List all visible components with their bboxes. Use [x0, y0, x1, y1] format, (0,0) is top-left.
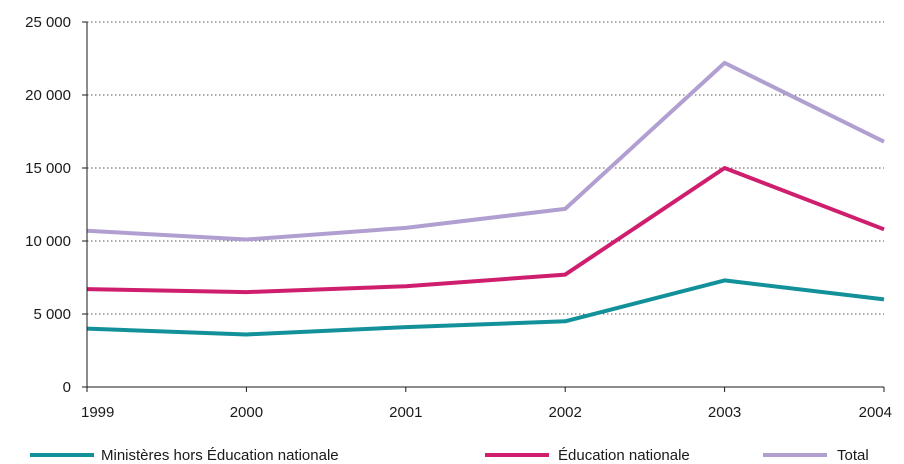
legend-label: Ministères hors Éducation nationale — [101, 447, 339, 464]
y-axis-ticks: 0 5 000 10 000 15 000 20 000 25 000 — [25, 14, 87, 396]
x-tick-label: 2004 — [859, 404, 892, 421]
legend: Ministères hors Éducation nationale Éduca… — [30, 447, 869, 464]
x-tick-label: 2003 — [708, 404, 741, 421]
y-tick-label: 10 000 — [25, 233, 71, 250]
series-lines — [86, 60, 885, 337]
y-tick-label: 25 000 — [25, 14, 71, 31]
gridlines — [87, 21, 884, 315]
legend-label: Éducation nationale — [558, 447, 690, 464]
y-tick-label: 20 000 — [25, 87, 71, 104]
x-axis-ticks: 1999 2000 2001 2002 2003 2004 — [81, 387, 892, 421]
y-tick-label: 0 — [63, 379, 71, 396]
y-tick-label: 15 000 — [25, 160, 71, 177]
x-tick-label: 2002 — [549, 404, 582, 421]
x-tick-label: 1999 — [81, 404, 114, 421]
y-tick-label: 5 000 — [33, 306, 71, 323]
series-line — [86, 278, 885, 337]
series-line — [86, 166, 885, 295]
x-tick-label: 2000 — [230, 404, 263, 421]
x-tick-label: 2001 — [389, 404, 422, 421]
series-line — [86, 60, 885, 242]
legend-label: Total — [837, 447, 869, 464]
